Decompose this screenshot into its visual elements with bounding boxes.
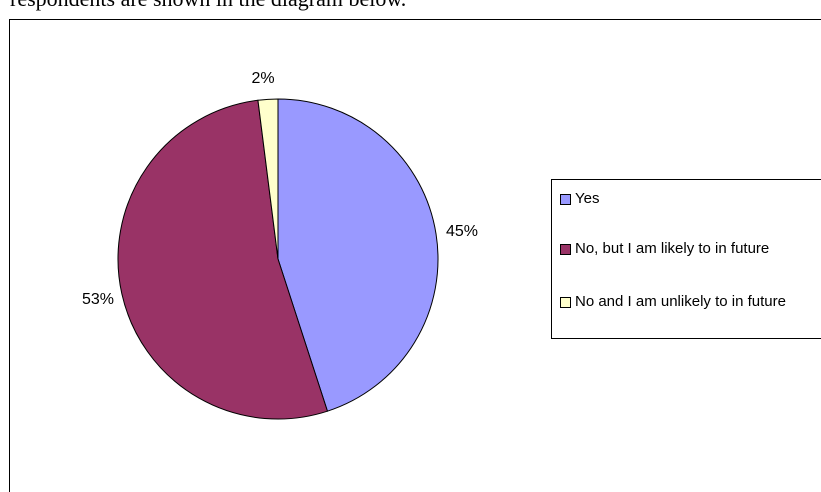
pie-label-unlikely: 2% [251, 70, 274, 87]
header-text: respondents are shown in the diagram bel… [10, 0, 406, 12]
pie-slice-likely [117, 99, 329, 420]
pie-label-likely: 53% [82, 291, 114, 308]
legend-swatch-yes [560, 194, 571, 205]
legend-label-yes: Yes [575, 190, 600, 207]
legend-swatch-unlikely [560, 297, 571, 308]
pie-labels: 45% 53% 2% [82, 70, 478, 308]
pie-label-yes: 45% [446, 223, 478, 240]
pie-slice-yes [277, 98, 439, 412]
legend-item-unlikely: No and I am unlikely to in future [560, 293, 795, 311]
legend-label-likely: No, but I am likely to in future [575, 240, 770, 257]
legend-swatch-likely [560, 244, 571, 255]
chart-legend: Yes No, but I am likely to in future No … [551, 179, 821, 339]
legend-item-yes: Yes [560, 190, 795, 208]
pie-slices [117, 98, 439, 420]
pie-slice-unlikely [257, 98, 279, 260]
legend-label-unlikely: No and I am unlikely to in future [575, 293, 786, 310]
legend-item-likely: No, but I am likely to in future [560, 240, 795, 258]
